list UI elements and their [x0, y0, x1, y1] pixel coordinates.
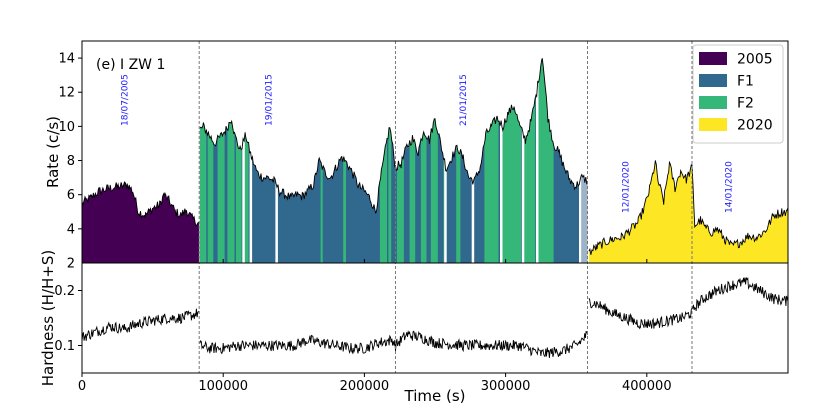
legend-swatch-2020	[699, 118, 727, 131]
gap-8	[579, 41, 582, 263]
area-2005	[82, 182, 200, 263]
area-2020	[588, 160, 788, 263]
rate-tick-label-3: 10	[58, 120, 75, 135]
area-f2-13	[430, 118, 438, 263]
axes: 0 100000 200000 300000 400000 4 6 8 10 12 14 0.1 0.2…	[54, 52, 671, 394]
legend: 2005 F1 F2 2020	[692, 44, 784, 144]
rate-tick-label-2: 8	[67, 154, 75, 169]
observation-dates: 18/07/2005 19/01/2015 21/01/2015 12/01/2020…	[120, 74, 734, 213]
rate-tick-label-min: 2	[67, 257, 75, 272]
x-axis-label: Time (s)	[404, 387, 466, 405]
rate-plot	[82, 41, 788, 263]
panel-label: (e) I ZW 1	[96, 57, 165, 73]
rate-tick-label-1: 6	[67, 188, 75, 203]
area-f2-10	[396, 154, 404, 263]
area-f2-16	[484, 115, 499, 263]
gap-7	[536, 41, 539, 263]
legend-label-f2: F2	[737, 96, 754, 112]
gap-2	[275, 41, 278, 263]
area-f2-7	[343, 156, 346, 263]
date-label-0: 18/07/2005	[120, 74, 130, 126]
date-label-1: 19/01/2015	[264, 74, 274, 126]
area-f2-2	[217, 132, 225, 263]
x-tick-label-0: 0	[78, 379, 86, 394]
hardness-plot	[82, 277, 788, 358]
area-f2-3	[227, 121, 235, 263]
segment-boundaries	[198, 41, 693, 373]
x-tick-label-4: 400000	[622, 379, 672, 394]
hardness-panel-frame	[81, 262, 789, 374]
gap-5	[500, 41, 503, 263]
x-tick-label-1: 100000	[198, 379, 248, 394]
hardness-tick-label-0: 0.1	[54, 339, 75, 354]
area-f2-9	[388, 127, 392, 263]
area-f2-12	[420, 132, 427, 263]
rate-tick-label-0: 4	[67, 222, 75, 237]
rate-line	[82, 58, 788, 255]
area-transition	[581, 174, 588, 263]
legend-label-2005: 2005	[737, 52, 773, 68]
area-f2-15	[456, 145, 461, 263]
area-f2-19	[536, 58, 554, 263]
legend-label-f1: F1	[737, 74, 754, 90]
area-f2-18	[522, 97, 536, 263]
rate-tick-label-5: 14	[58, 52, 75, 67]
gap-4	[471, 41, 475, 263]
x-tick-label-2: 200000	[340, 379, 390, 394]
area-f2-17	[501, 104, 522, 263]
gap-0	[242, 41, 245, 263]
gap-6	[521, 41, 525, 263]
date-label-3: 12/01/2020	[622, 161, 632, 213]
legend-label-2020: 2020	[737, 118, 773, 134]
legend-swatch-f2	[699, 96, 727, 109]
hardness-axis-label: Hardness (H/H+S)	[39, 250, 57, 386]
area-f2-6	[320, 161, 323, 263]
area-f2-1	[207, 132, 214, 263]
area-f2-0	[199, 122, 207, 263]
rate-axis-label: Rate (c/s)	[44, 116, 62, 188]
legend-swatch-f1	[699, 74, 727, 87]
area-f2-4	[235, 136, 242, 263]
legend-swatch-2005	[699, 52, 727, 65]
gap-3	[444, 41, 447, 263]
x-tick-label-3: 300000	[481, 379, 531, 394]
rate-tick-label-4: 12	[58, 86, 75, 101]
area-f2-11	[409, 135, 416, 263]
hardness-tick-label-1: 0.2	[54, 284, 75, 299]
date-label-2: 21/01/2015	[459, 74, 469, 126]
hardness-line	[82, 277, 788, 358]
date-label-4: 14/01/2020	[725, 161, 735, 213]
